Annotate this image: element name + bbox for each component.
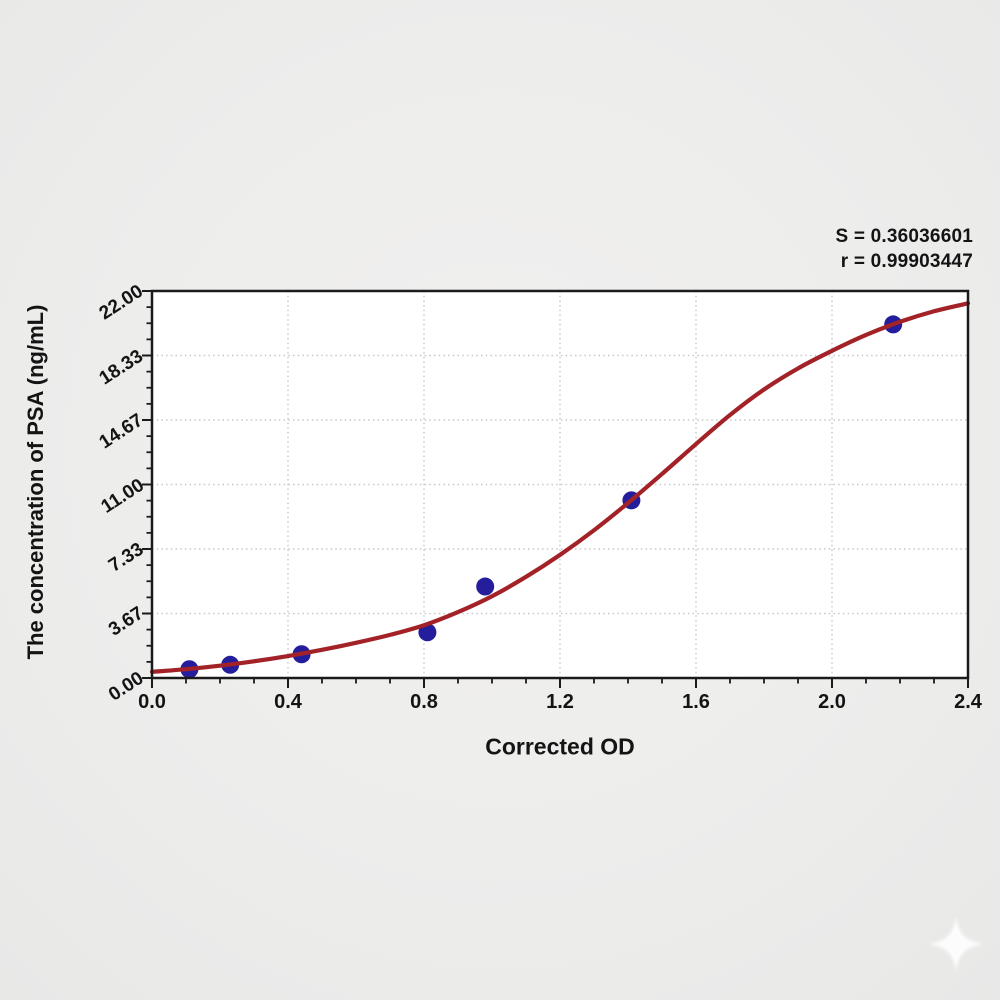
sparkle-watermark-icon xyxy=(928,916,984,972)
x-tick-label: 2.4 xyxy=(954,691,982,713)
x-tick-label: 1.2 xyxy=(546,691,574,713)
x-tick-label: 1.6 xyxy=(682,691,710,713)
x-tick-label: 2.0 xyxy=(818,691,846,713)
x-tick-label: 0.4 xyxy=(274,691,302,713)
x-tick-label: 0.8 xyxy=(410,691,438,713)
stat-s-value: S = 0.36036601 xyxy=(835,226,973,247)
stat-r-value: r = 0.99903447 xyxy=(840,251,973,272)
plot-frame xyxy=(150,289,970,680)
data-point xyxy=(476,577,495,596)
fit-statistics: S = 0.36036601 r = 0.99903447 xyxy=(835,224,973,274)
fit-curve xyxy=(149,301,971,674)
x-tick-label: 0.0 xyxy=(138,691,166,713)
x-axis-title: Corrected OD xyxy=(485,733,635,760)
